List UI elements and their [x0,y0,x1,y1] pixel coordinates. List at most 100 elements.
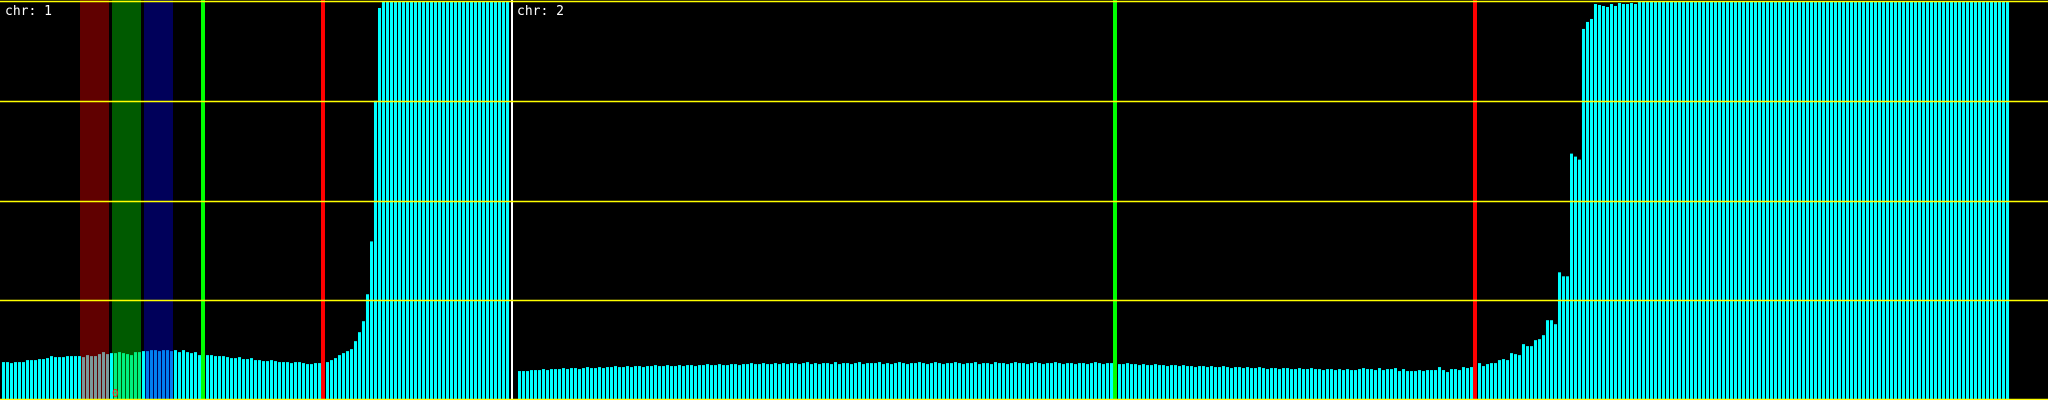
coverage-bar [1686,1,1689,400]
coverage-bar [1554,324,1557,400]
coverage-bar [774,363,777,400]
coverage-bar [1430,370,1433,400]
coverage-bar [226,357,229,400]
coverage-bar [1486,364,1489,400]
coverage-bar [870,363,873,400]
coverage-bar [1958,1,1961,400]
coverage-bar [6,362,9,400]
coverage-bar [910,363,913,400]
coverage-bar [1446,372,1449,400]
coverage-bar [1314,369,1317,400]
coverage-bar [1242,368,1245,400]
coverage-bar [1170,365,1173,400]
coverage-bar [134,352,137,400]
coverage-bar [1450,369,1453,400]
coverage-bar [54,357,57,400]
coverage-bar [994,362,997,400]
coverage-bar [1458,370,1461,400]
coverage-bar [798,364,801,400]
coverage-bar [1978,1,1981,400]
coverage-bar [1842,1,1845,400]
coverage-bar [506,1,509,400]
coverage-bar [1118,364,1121,400]
coverage-bar [1770,1,1773,400]
coverage-bar [1330,369,1333,400]
coverage-bar [394,1,397,400]
coverage-bar [1234,367,1237,400]
coverage-bar [1530,346,1533,400]
coverage-bar [898,362,901,400]
coverage-bar [518,371,521,400]
coverage-bar [1690,1,1693,400]
coverage-bar [1606,6,1609,400]
coverage-bar [82,357,85,400]
coverage-bar [1146,365,1149,400]
coverage-bar [406,1,409,400]
coverage-bar [438,1,441,400]
coverage-bar [606,367,609,400]
panel-label-chr2: chr: 2 [517,4,564,19]
coverage-bar [1886,1,1889,400]
coverage-bar [1778,1,1781,400]
coverage-bar [358,332,361,400]
coverage-bar [238,357,241,400]
coverage-bar [1394,368,1397,400]
coverage-bar [1158,365,1161,400]
coverage-bar [1738,1,1741,400]
coverage-bar [162,350,165,400]
coverage-bar [1262,368,1265,400]
coverage-bar [1202,366,1205,400]
coverage-bar [1454,369,1457,400]
coverage-bar [178,352,181,400]
coverage-bar [1198,366,1201,400]
coverage-bar [1366,369,1369,400]
coverage-bar [1354,370,1357,400]
coverage-bar [1950,1,1953,400]
coverage-bar [1850,1,1853,400]
coverage-bar [1702,1,1705,400]
coverage-bar [262,361,265,400]
coverage-bar [874,363,877,400]
coverage-bar [1714,1,1717,400]
panel-chr1 [2,0,509,400]
coverage-bar [1670,1,1673,400]
coverage-bar [1174,365,1177,400]
coverage-bar [1406,371,1409,400]
coverage-bar [594,368,597,400]
coverage-bar [1418,370,1421,400]
coverage-bar [706,364,709,400]
coverage-bar [58,357,61,400]
coverage-bar [1558,272,1561,400]
coverage-bar [1966,1,1969,400]
coverage-bar [766,364,769,400]
coverage-bar [462,1,465,400]
coverage-bar [1342,370,1345,400]
coverage-bar [658,366,661,400]
coverage-bar [1326,369,1329,400]
coverage-bar [366,294,369,400]
coverage-bar [430,1,433,400]
coverage-bar [1062,364,1065,400]
coverage-bar [662,366,665,400]
coverage-bar [930,363,933,400]
coverage-bar [958,363,961,400]
coverage-bar [1878,1,1881,400]
coverage-bar [1814,1,1817,400]
coverage-bar [282,362,285,400]
coverage-bar [222,356,225,400]
coverage-bar [678,365,681,400]
coverage-bar [738,365,741,400]
coverage-bar [638,366,641,400]
coverage-bar [1602,5,1605,400]
coverage-bar [1442,370,1445,400]
coverage-bar [1022,363,1025,400]
coverage-bar [194,352,197,400]
coverage-bar [1014,362,1017,400]
coverage-bar [1982,1,1985,400]
coverage-bar [1218,367,1221,400]
coverage-bar [242,359,245,400]
coverage-bar [950,363,953,400]
coverage-bar [190,353,193,400]
coverage-bar [1698,1,1701,400]
coverage-bar [1586,21,1589,400]
